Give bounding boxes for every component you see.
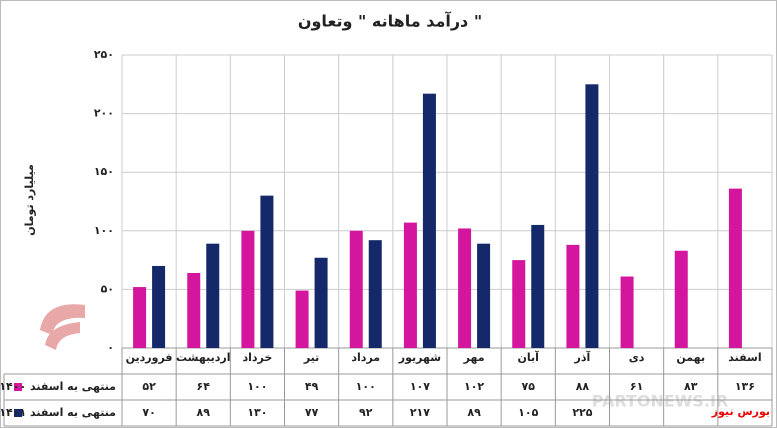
x-tick-label: مهر [463, 351, 485, 364]
x-tick-label: بهمن [676, 351, 705, 364]
data-label: ۹۲ [359, 406, 373, 419]
data-label: ۶۱ [630, 380, 643, 393]
bar [260, 195, 274, 348]
data-label: ۲۲۵ [572, 406, 592, 419]
x-tick-label: آبان [518, 350, 540, 364]
data-label: ۱۰۷ [410, 380, 430, 393]
bar [620, 276, 634, 348]
y-tick-label: ۲۵۰ [94, 48, 114, 61]
bar [422, 93, 436, 349]
data-label: ۱۰۰ [247, 380, 267, 393]
bar [241, 230, 255, 348]
x-tick-label: اردیبهشت [176, 351, 230, 364]
y-tick-label: ۰ [107, 341, 114, 354]
x-tick-label: اسفند [728, 351, 761, 364]
logo [40, 304, 85, 350]
y-tick-label: ۱۵۰ [94, 165, 114, 178]
legend-label: منتهی به اسفند ۱۴۰۰ [0, 380, 116, 393]
data-label: ۸۹ [467, 406, 481, 419]
legend-swatch [14, 383, 22, 391]
bar [314, 257, 328, 348]
data-label: ۸۹ [197, 406, 211, 419]
x-tick-label: خرداد [242, 351, 272, 364]
bar [403, 222, 417, 348]
data-label: ۱۳۶ [735, 380, 755, 393]
watermark-site: PARTONEWS.IR [592, 392, 729, 411]
bar [531, 224, 545, 348]
x-tick-label: فروردین [126, 351, 173, 364]
bar [368, 240, 382, 348]
data-label: ۱۰۲ [464, 380, 484, 393]
x-tick-label: تیر [303, 351, 319, 364]
data-label: ۱۰۵ [518, 406, 538, 419]
bar [206, 243, 220, 348]
x-tick-label: شهریور [398, 351, 441, 364]
bar [512, 260, 526, 348]
bar [295, 290, 309, 348]
bar [585, 84, 599, 349]
data-label: ۷۷ [305, 406, 319, 419]
bar [133, 287, 147, 348]
y-tick-label: ۵۰ [101, 282, 114, 295]
data-label: ۶۴ [197, 380, 211, 393]
y-tick-label: ۱۰۰ [94, 224, 114, 237]
bar [674, 250, 688, 348]
y-axis-label: میلیارد تومان [23, 164, 36, 236]
data-label: ۵۲ [142, 380, 156, 393]
x-tick-label: دی [629, 351, 645, 364]
chart-title: درآمد ماهانه " وتعاون " [298, 11, 482, 31]
data-label: ۱۰۰ [356, 380, 376, 393]
bar [152, 265, 166, 348]
legend-swatch [14, 409, 22, 417]
x-tick-label: مرداد [351, 351, 380, 364]
data-label: ۷۰ [142, 406, 155, 419]
bar [477, 243, 491, 348]
data-label: ۴۹ [305, 380, 319, 393]
bar [458, 228, 472, 348]
bar [187, 272, 201, 348]
data-label: ۷۵ [522, 380, 536, 393]
data-label: ۱۳۰ [247, 406, 267, 419]
data-label: ۲۱۷ [410, 406, 430, 419]
legend-label: منتهی به اسفند ۱۴۰۱ [0, 406, 116, 419]
watermark: بورس نیوز [711, 405, 770, 418]
y-tick-label: ۲۰۰ [94, 107, 114, 120]
data-label: ۸۳ [684, 380, 698, 393]
x-tick-label: آذر [574, 350, 591, 364]
bar [728, 188, 742, 348]
data-label: ۸۸ [576, 380, 590, 393]
bar [349, 230, 363, 348]
bar [566, 244, 580, 348]
